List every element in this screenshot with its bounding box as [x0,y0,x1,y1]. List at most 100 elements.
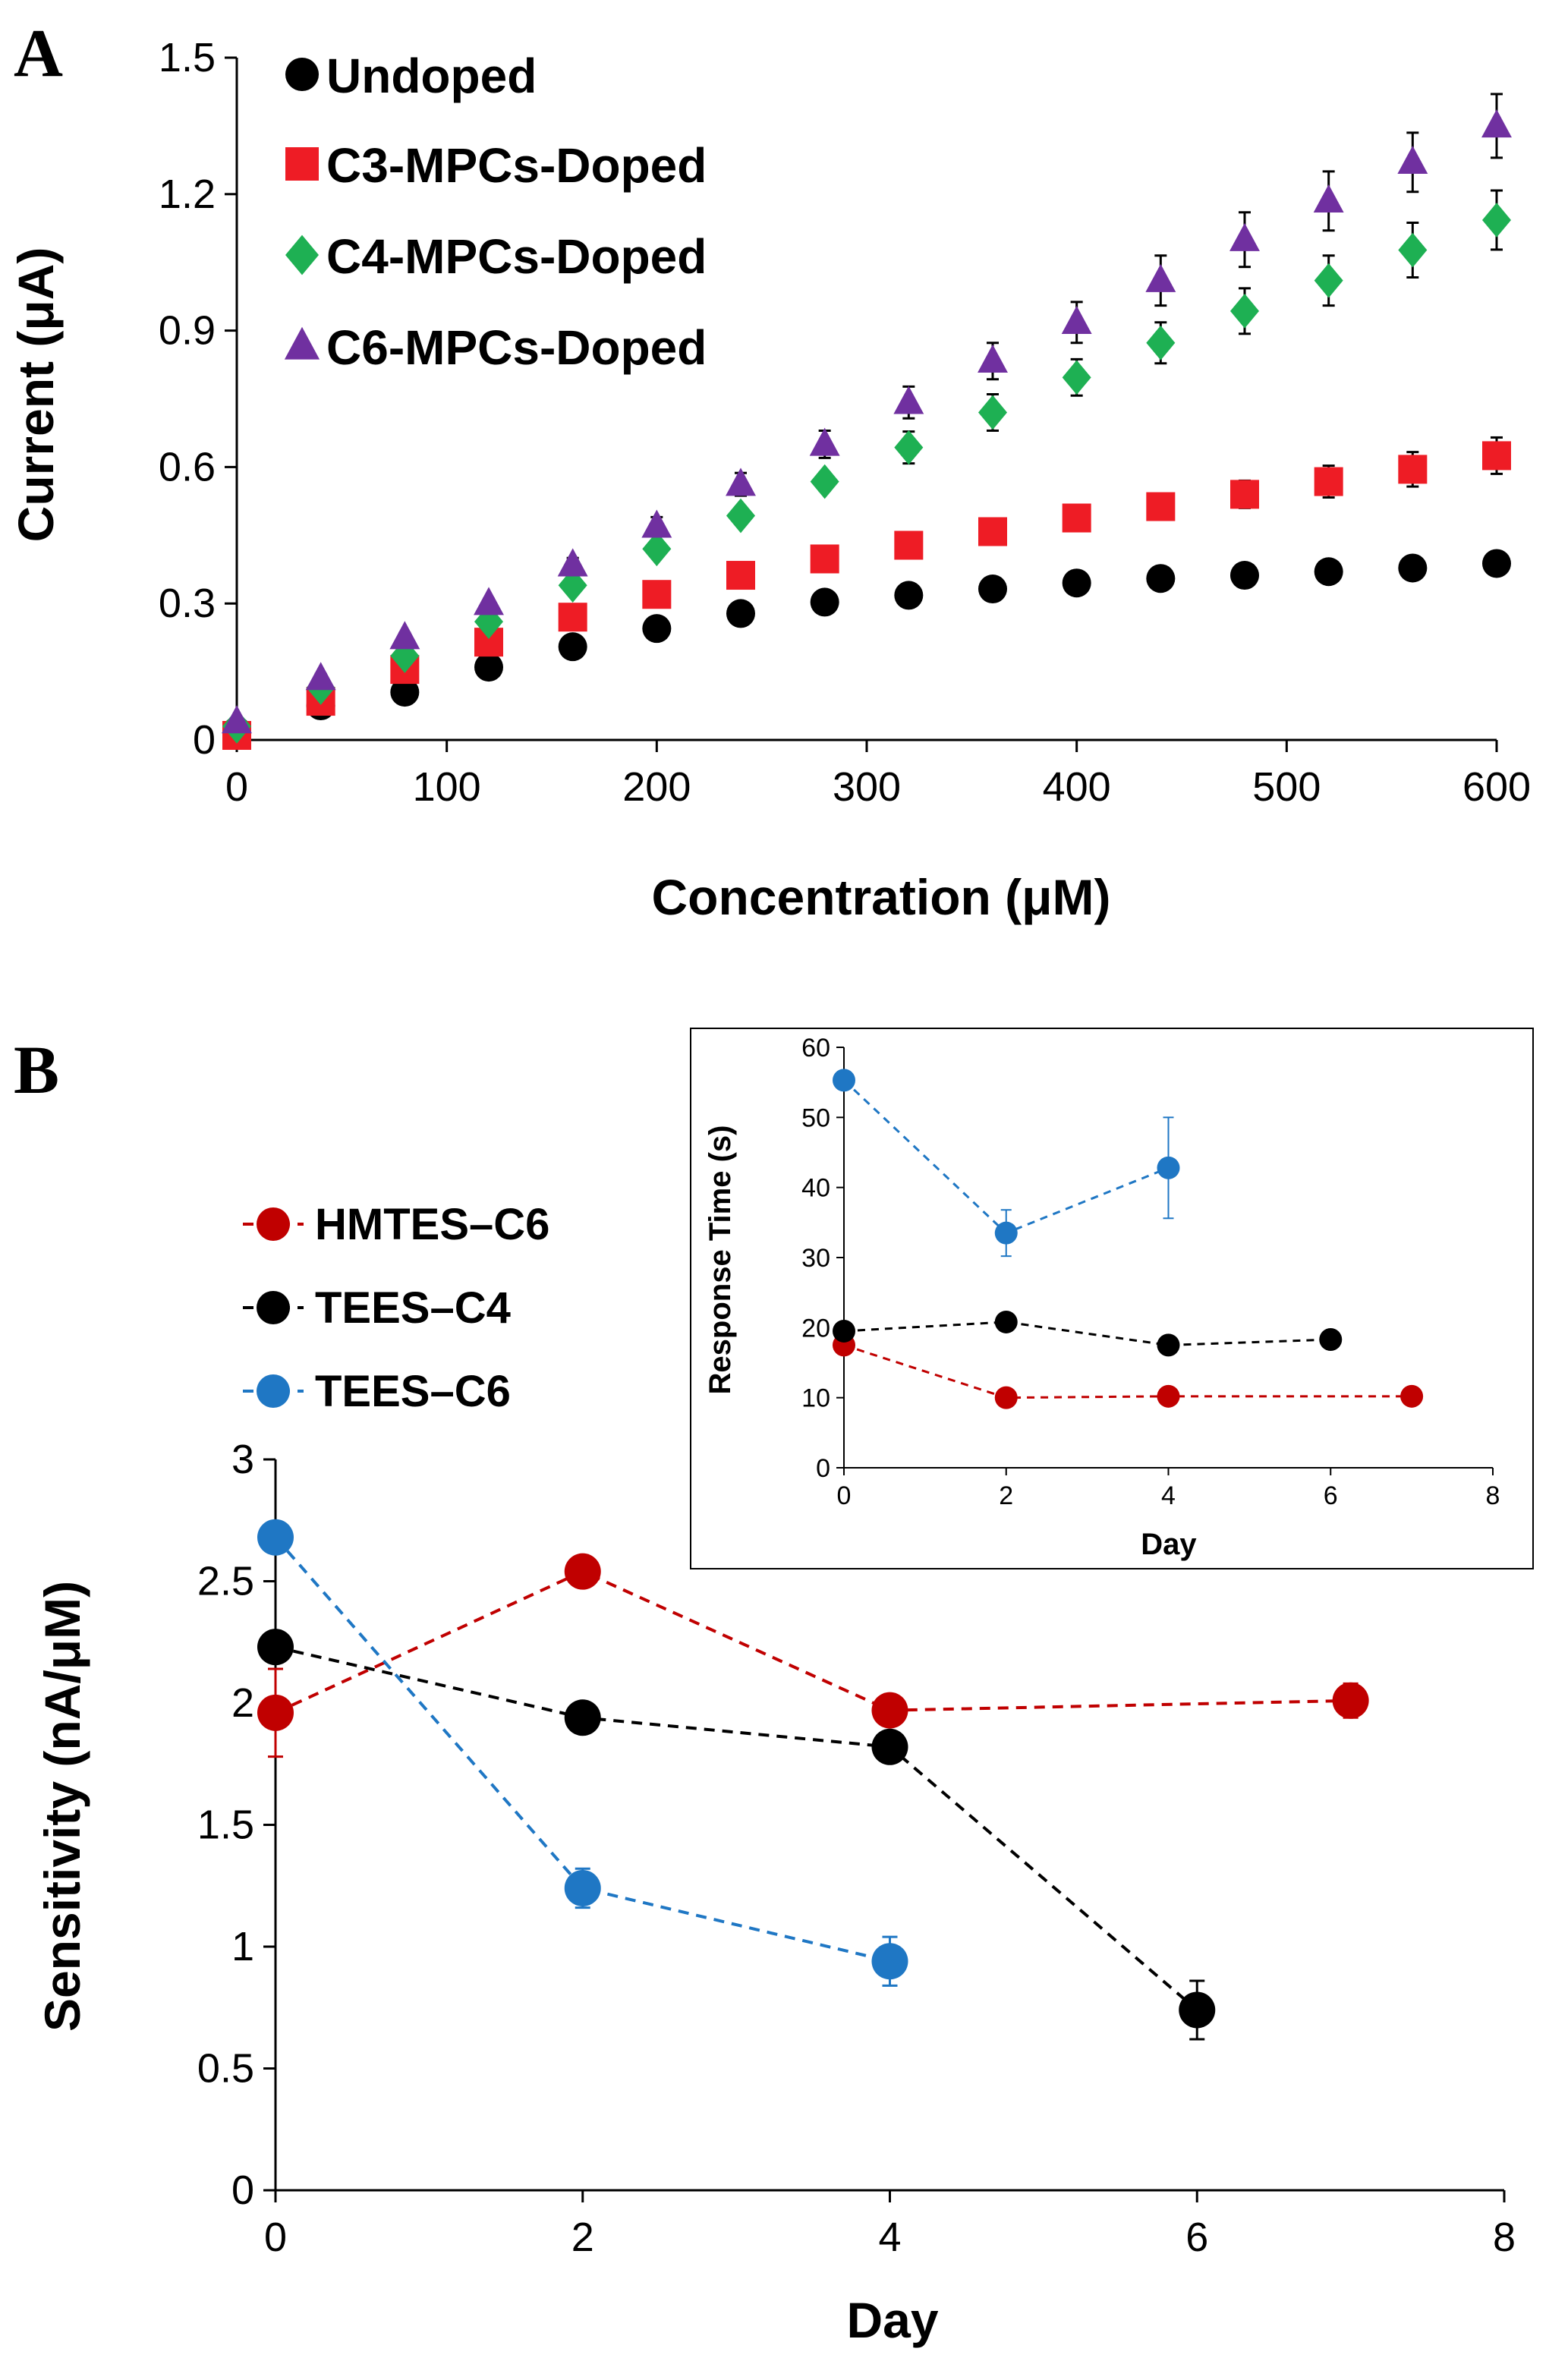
data-point-undoped [1482,549,1511,578]
panel-b-x-tick-label: 4 [878,2215,901,2260]
panel-b-x-tick-label: 2 [571,2215,594,2260]
inset-x-axis-title: Day [1141,1528,1197,1561]
series-undoped [222,549,1511,746]
data-point-c3-mpcs-doped [810,544,839,574]
data-point-c3-mpcs-doped [1146,492,1176,521]
series-tees-c4 [257,1629,1216,2041]
legend-label-c3-mpcs-doped: C3-MPCs-Doped [326,138,707,193]
panel-a-data-marks [222,93,1512,751]
legend-marker-c6-mpcs-doped [284,326,320,360]
inset-data-point-tees-c6 [833,1069,855,1092]
panel-a-y-tick-label: 0.6 [159,444,216,490]
inset-data-point-tees-c6 [994,1221,1018,1245]
panel-b-y-tick-label: 2 [231,1680,254,1726]
series-hmtes-c6 [257,1553,1369,1758]
data-point-c6-mpcs-doped [557,548,588,577]
data-point-c6-mpcs-doped [726,468,756,496]
legend-label-c6-mpcs-doped: C6-MPCs-Doped [326,320,707,375]
data-point-tees-c4 [871,1728,908,1765]
legend-marker-c4-mpcs-doped [285,235,319,275]
inset-series-hmtes-c6 [833,1333,1424,1409]
panel-a-x-tick-label: 600 [1462,764,1531,810]
data-point-undoped [558,632,587,662]
panel-a-y-tick-label: 0 [193,717,216,763]
inset-y-tick-label: 20 [801,1314,830,1343]
inset-data-point-hmtes-c6 [1157,1384,1180,1408]
panel-b-y-tick-label: 3 [231,1437,254,1482]
panel-b-x-tick-label: 8 [1493,2215,1516,2260]
data-point-c4-mpcs-doped [1314,263,1343,298]
data-point-c3-mpcs-doped [558,603,587,632]
data-point-c6-mpcs-doped [1061,305,1092,335]
series-line-tees-c4 [275,1645,1198,2011]
panel-b-legend: HMTES–C6 TEES–C4 TEES–C6 [243,1200,549,1416]
data-point-undoped [1230,561,1259,590]
series-line-hmtes-c6 [275,1569,1351,1714]
panel-a-y-tick-label: 1.2 [159,172,216,217]
panel-a-y-tick-label: 1.5 [159,35,216,80]
data-point-undoped [474,653,503,682]
data-point-c4-mpcs-doped [978,395,1007,430]
series-line-tees-c6 [274,1536,890,1963]
data-point-c3-mpcs-doped [978,517,1007,546]
panel-a-label: A [14,16,63,91]
legend-label-hmtes-c6: HMTES–C6 [315,1200,549,1249]
inset-series-tees-c4 [833,1310,1343,1357]
inset-x-tick-label: 8 [1486,1481,1500,1510]
panel-b-x-tick-label: 6 [1185,2215,1208,2260]
inset-y-tick-label: 60 [801,1034,830,1062]
data-point-c4-mpcs-doped [1146,325,1176,360]
data-point-c6-mpcs-doped [978,344,1008,373]
panel-a-x-axis-title: Concentration (μM) [652,869,1111,925]
data-point-tees-c6 [871,1943,908,1980]
inset-data-point-tees-c4 [1319,1328,1343,1352]
inset-ticks: 0 2 4 6 8 0 10 20 30 40 50 60 [801,1034,1500,1510]
inset-data-point-hmtes-c6 [1400,1384,1424,1408]
panel-b: B 0 2 4 6 8 0 0.5 1 1.5 2 2.5 3 Day Sensitivity (nA… [14,1033,1516,2348]
data-point-c3-mpcs-doped [1230,480,1259,509]
inset-data-point-hmtes-c6 [994,1386,1018,1409]
panel-a-x-tick-label: 200 [622,764,691,810]
data-point-c4-mpcs-doped [1230,294,1259,329]
inset-data-point-tees-c6 [1157,1156,1180,1179]
data-point-c4-mpcs-doped [894,430,924,465]
data-point-c4-mpcs-doped [558,568,587,603]
panel-b-x-tick-label: 0 [264,2215,287,2260]
legend-item-tees-c4: TEES–C4 [243,1283,511,1333]
panel-b-y-axis-title: Sensitivity (nA/μM) [34,1581,90,2032]
data-point-c3-mpcs-doped [1398,455,1428,484]
data-point-c6-mpcs-doped [1481,109,1512,138]
inset-series-line-hmtes-c6 [843,1343,1412,1399]
data-point-undoped [642,614,672,644]
data-point-c6-mpcs-doped [222,705,252,734]
panel-b-label: B [14,1033,59,1108]
data-point-c3-mpcs-doped [1482,441,1511,471]
panel-b-y-tick-label: 2.5 [197,1559,254,1604]
inset-data-point-tees-c4 [833,1319,855,1343]
legend-label-tees-c6: TEES–C6 [315,1367,511,1416]
legend-item-c4-mpcs-doped: C4-MPCs-Doped [285,229,707,284]
data-point-undoped [390,678,420,707]
data-point-tees-c6 [257,1519,294,1556]
data-point-c3-mpcs-doped [726,561,755,590]
data-point-c6-mpcs-doped [809,427,840,456]
series-c3-mpcs-doped [222,436,1511,751]
panel-b-data-marks [257,1519,1369,2041]
legend-marker-c3-mpcs-doped [285,147,319,181]
legend-marker-tees-c4 [257,1291,290,1324]
legend-label-tees-c4: TEES–C4 [315,1283,511,1333]
series-c6-mpcs-doped [222,93,1512,734]
panel-b-inset: 0 2 4 6 8 0 10 20 30 40 50 60 Day Response Time (s) [690,1028,1534,1569]
data-point-c4-mpcs-doped [810,464,839,499]
data-point-c3-mpcs-doped [1314,467,1343,496]
inset-data-point-tees-c4 [1157,1333,1180,1357]
inset-y-tick-label: 10 [801,1384,830,1413]
inset-y-tick-label: 30 [801,1244,830,1273]
inset-x-tick-label: 0 [837,1481,852,1510]
data-point-tees-c6 [564,1869,601,1906]
data-point-hmtes-c6 [257,1694,294,1731]
inset-series-tees-c6 [833,1069,1180,1258]
inset-y-tick-label: 50 [801,1103,830,1132]
inset-y-tick-label: 40 [801,1174,830,1203]
